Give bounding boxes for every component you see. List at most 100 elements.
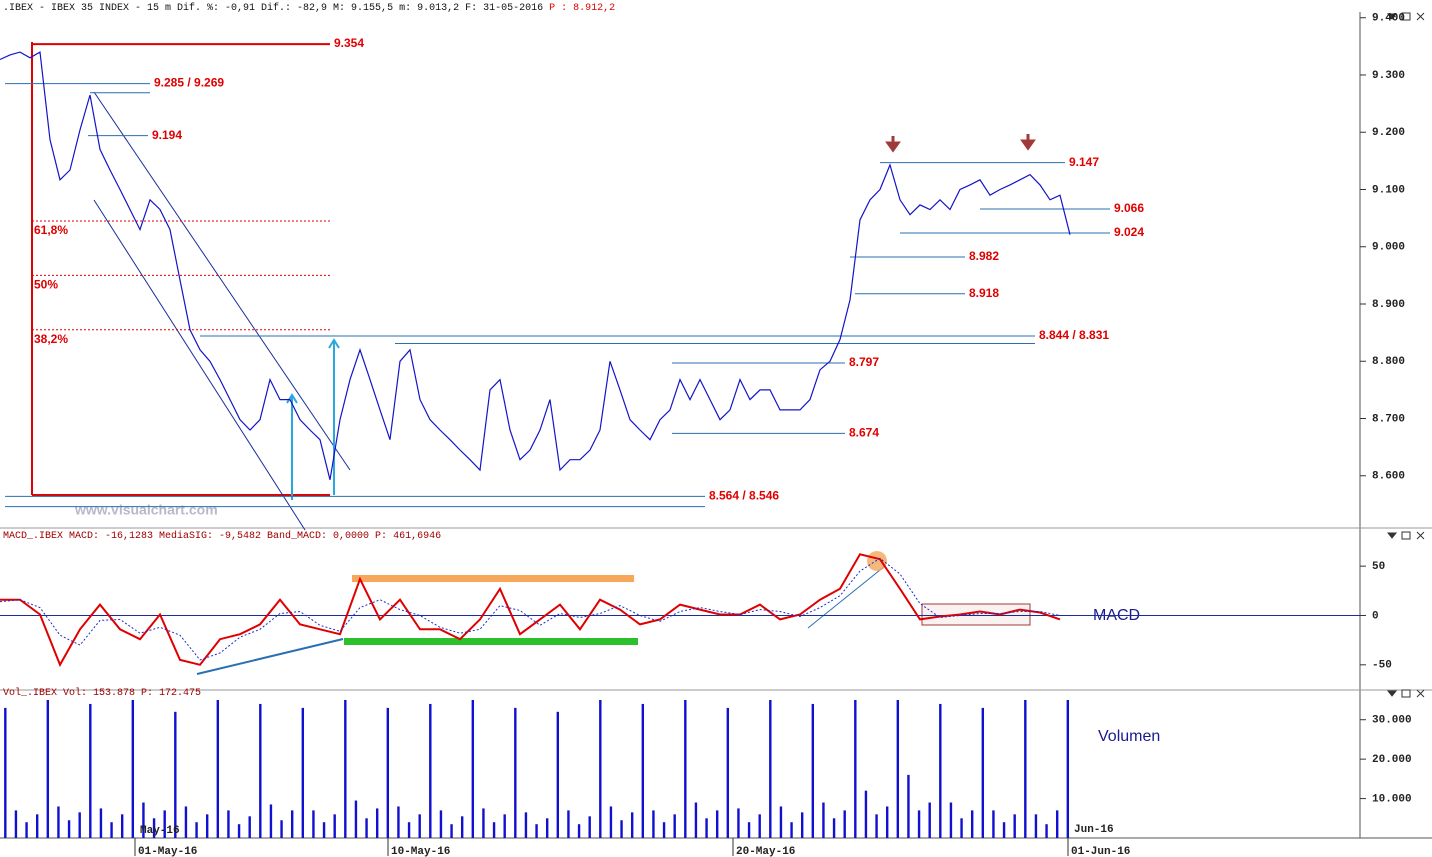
volume-bar	[758, 814, 761, 838]
panel-label: Volumen	[1098, 728, 1160, 745]
volume-bar	[779, 806, 783, 838]
volume-bar	[407, 822, 411, 838]
volume-bar	[344, 700, 347, 838]
y-tick-label: 20.000	[1372, 754, 1412, 766]
volume-bar	[25, 822, 28, 838]
volume-bar	[737, 808, 740, 838]
y-tick-label: -50	[1372, 660, 1392, 672]
window-buttons[interactable]	[1386, 12, 1425, 698]
volume-bar	[769, 700, 772, 838]
x-tick-label: 10-May-16	[391, 846, 450, 857]
y-tick-label: 9.100	[1372, 184, 1405, 196]
volume-bar	[992, 810, 995, 838]
minimize-button[interactable]	[1386, 532, 1398, 539]
level-label: 8.982	[969, 249, 999, 263]
level-label: 61,8%	[34, 223, 68, 237]
maximize-button[interactable]	[1401, 12, 1411, 21]
top-marker	[885, 136, 901, 153]
volume-bar	[705, 818, 708, 838]
range-box	[921, 603, 1031, 626]
volume-bar	[450, 824, 453, 838]
volume-bar	[514, 707, 517, 838]
volume-bar	[131, 700, 135, 838]
volume-bar	[205, 814, 209, 838]
panel-title: Vol_.IBEX Vol: 153.878 P: 172.475	[3, 687, 201, 699]
volume-bar	[269, 804, 273, 838]
volume-bar	[301, 707, 305, 838]
volume-bar	[354, 800, 358, 838]
volume-bar	[822, 802, 825, 838]
volume-bar	[1002, 822, 1006, 838]
y-tick-label: 30.000	[1372, 715, 1412, 727]
volume-bar	[89, 703, 92, 838]
volume-bar	[35, 814, 39, 838]
volume-bar	[885, 806, 889, 838]
panel-title: MACD_.IBEX MACD: -16,1283 MediaSIG: -9,5…	[3, 530, 441, 542]
support-band	[344, 638, 638, 645]
level-label: 9.024	[1114, 225, 1144, 239]
volume-bar	[545, 818, 549, 838]
volume-bar	[1013, 814, 1016, 838]
panel-title-text: MACD_.IBEX MACD: -16,1283 MediaSIG: -9,5…	[3, 530, 441, 542]
panel-title-text: Vol_.IBEX Vol: 153.878 P: 172.475	[3, 687, 201, 699]
y-tick-label: 10.000	[1372, 793, 1412, 805]
period-label: May-16	[140, 825, 180, 837]
volume-bar	[854, 700, 857, 838]
y-tick-label: 8.800	[1372, 356, 1405, 368]
trend-line	[807, 565, 886, 629]
panel-title: .IBEX - IBEX 35 INDEX - 15 m Dif. %: -0,…	[3, 2, 615, 14]
volume-bar	[609, 806, 613, 838]
minimize-button[interactable]	[1386, 13, 1398, 20]
channel-line	[93, 199, 306, 531]
volume-bar	[960, 818, 963, 838]
volume-bar	[78, 812, 81, 838]
close-button[interactable]	[1416, 531, 1425, 540]
volume-bar	[386, 707, 390, 838]
data-line	[0, 557, 1061, 661]
volume-bar	[1024, 700, 1027, 838]
data-line	[0, 553, 1061, 668]
volume-bar	[843, 810, 846, 838]
top-marker	[1020, 134, 1036, 151]
volume-bar	[684, 700, 687, 838]
volume-bar	[652, 810, 655, 838]
level-label: 9.285 / 9.269	[154, 76, 224, 90]
volume-bar	[832, 818, 836, 838]
volume-bar	[1045, 824, 1048, 838]
volume-bar	[259, 703, 262, 838]
volume-bar	[1034, 814, 1038, 838]
volume-bar	[790, 822, 793, 838]
y-tick-label: 0	[1372, 610, 1379, 622]
volume-bar	[694, 802, 698, 838]
maximize-button[interactable]	[1401, 531, 1411, 540]
y-tick-label: 50	[1372, 561, 1385, 573]
channel-line	[93, 91, 351, 471]
volume-bar	[1055, 810, 1059, 838]
volume-bar	[981, 707, 985, 838]
volume-bar	[4, 707, 7, 838]
volume-bar	[195, 822, 198, 838]
price-drawings	[31, 42, 1036, 531]
level-label: 8.674	[849, 426, 879, 440]
volume-bar	[248, 816, 251, 838]
volume-bar	[439, 810, 443, 838]
close-button[interactable]	[1416, 689, 1425, 698]
level-label: 8.797	[849, 355, 879, 369]
volume-bar	[800, 812, 804, 838]
x-tick-label: 01-May-16	[138, 846, 197, 857]
volume-bar	[142, 802, 145, 838]
volume-bar	[949, 802, 953, 838]
level-label: 9.147	[1069, 155, 1099, 169]
volume-bar	[99, 808, 103, 838]
maximize-button[interactable]	[1401, 689, 1411, 698]
close-button[interactable]	[1416, 12, 1425, 21]
volume-bar	[322, 822, 326, 838]
volume-bar	[67, 820, 71, 838]
volume-bar	[365, 818, 368, 838]
level-label: 9.066	[1114, 201, 1144, 215]
move-arrow	[286, 393, 298, 500]
volume-bar	[227, 810, 230, 838]
minimize-button[interactable]	[1386, 690, 1398, 697]
volume-bar	[939, 703, 942, 838]
